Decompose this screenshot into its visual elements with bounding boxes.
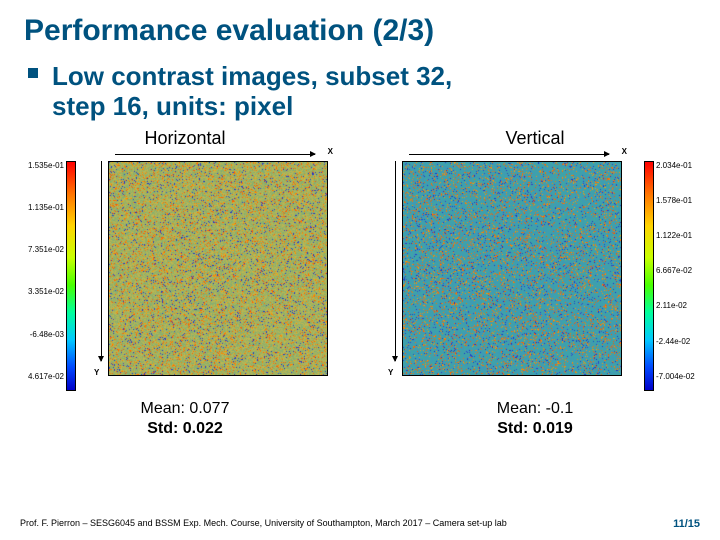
- footer-text: Prof. F. Pierron – SESG6045 and BSSM Exp…: [20, 518, 507, 530]
- axis-area-horizontal: X Y: [76, 151, 350, 376]
- x-axis-vertical: X: [397, 151, 617, 161]
- colorbar-tick: -6.48e-03: [30, 330, 64, 339]
- colorbar-tick: 2.11e-02: [656, 301, 687, 310]
- mean-vertical: Mean: -0.1: [497, 399, 573, 419]
- subtitle-line-2: step 16, units: pixel: [52, 91, 293, 121]
- colorbar-horizontal: [66, 161, 76, 391]
- colorbar-ticks-horizontal: 1.535e-01 1.135e-01 7.351e-02 3.351e-02 -6.4…: [20, 151, 66, 381]
- stats-vertical: Mean: -0.1 Std: 0.019: [497, 399, 573, 439]
- y-axis-vertical: Y: [392, 161, 402, 371]
- colorbar-tick: 1.135e-01: [28, 203, 64, 212]
- x-axis-label-v: X: [622, 147, 627, 156]
- x-axis-horizontal: X: [103, 151, 323, 161]
- heatmap-vertical: [402, 161, 622, 376]
- x-axis-label-h: X: [328, 147, 333, 156]
- y-axis-label-h: Y: [94, 368, 99, 377]
- colorbar-tick: -2.44e-02: [656, 337, 690, 346]
- mean-horizontal: Mean: 0.077: [141, 399, 230, 419]
- std-vertical: Std: 0.019: [497, 419, 573, 439]
- colorbar-ticks-vertical: 2.034e-01 1.578e-01 1.122e-01 6.667e-02 2.11…: [654, 151, 700, 381]
- plot-wrap-vertical: X Y 2.034e-01 1.578e-01 1.122e-01 6.667e-02…: [370, 151, 700, 391]
- subtitle-line-1: Low contrast images, subset 32,: [52, 61, 452, 91]
- heatmap-horizontal: [108, 161, 328, 376]
- bullet-icon: [28, 68, 38, 78]
- y-axis-horizontal: Y: [98, 161, 108, 371]
- colorbar-tick: 4.617e-02: [28, 372, 64, 381]
- plots-row: Horizontal 1.535e-01 1.135e-01 7.351e-02 3.…: [0, 128, 720, 439]
- axis-area-vertical: X Y: [370, 151, 644, 376]
- plot-horizontal: Horizontal 1.535e-01 1.135e-01 7.351e-02 3.…: [20, 128, 350, 439]
- stats-horizontal: Mean: 0.077 Std: 0.022: [141, 399, 230, 439]
- colorbar-tick: 6.667e-02: [656, 266, 692, 275]
- colorbar-tick: -7.004e-02: [656, 372, 695, 381]
- colorbar-tick: 1.122e-01: [656, 231, 692, 240]
- plot-label-horizontal: Horizontal: [144, 128, 225, 149]
- slide-subtitle: Low contrast images, subset 32, step 16,…: [0, 48, 720, 122]
- plot-label-vertical: Vertical: [505, 128, 564, 149]
- footer: Prof. F. Pierron – SESG6045 and BSSM Exp…: [20, 518, 700, 530]
- std-horizontal: Std: 0.022: [141, 419, 230, 439]
- y-axis-label-v: Y: [388, 368, 393, 377]
- page-number: 11/15: [673, 518, 700, 530]
- plot-wrap-horizontal: 1.535e-01 1.135e-01 7.351e-02 3.351e-02 -6.4…: [20, 151, 350, 391]
- colorbar-tick: 1.578e-01: [656, 196, 692, 205]
- colorbar-tick: 7.351e-02: [28, 245, 64, 254]
- colorbar-tick: 3.351e-02: [28, 287, 64, 296]
- slide-title: Performance evaluation (2/3): [0, 0, 720, 48]
- colorbar-vertical: [644, 161, 654, 391]
- plot-vertical: Vertical X Y 2.034e-01 1.578e-01 1.122e-01…: [370, 128, 700, 439]
- colorbar-tick: 1.535e-01: [28, 161, 64, 170]
- colorbar-tick: 2.034e-01: [656, 161, 692, 170]
